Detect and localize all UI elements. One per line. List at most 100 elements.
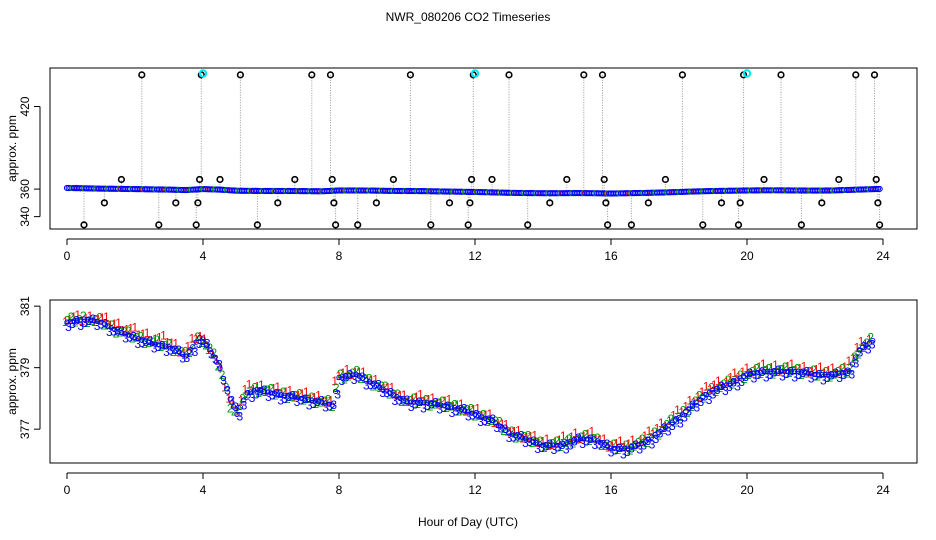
- series-3-marker: 3: [237, 409, 244, 423]
- series-3-marker: 3: [179, 351, 186, 365]
- series-3-marker: 3: [481, 414, 488, 428]
- series-1-marker: 1: [625, 437, 632, 451]
- spike-point: [524, 221, 532, 229]
- series-point: [213, 359, 220, 365]
- series-point: [621, 445, 628, 451]
- baseline-point-alt: [802, 188, 807, 193]
- series-point: [485, 416, 492, 422]
- series-point: [710, 387, 716, 393]
- series-1-marker: 1: [825, 364, 832, 378]
- baseline-point-alt: [515, 191, 520, 195]
- x-tick-label: 8: [336, 249, 343, 263]
- series-2-marker: 2: [431, 398, 438, 412]
- series-point: [679, 411, 686, 418]
- series-3-marker: 3: [281, 392, 288, 406]
- series-point: [496, 422, 502, 429]
- series-point: [822, 371, 828, 378]
- series-3-marker: 3: [355, 370, 362, 384]
- series-point: [649, 434, 655, 440]
- plot-frame: [49, 299, 918, 464]
- series-1-marker: 1: [372, 373, 379, 387]
- series-2-marker: 2: [512, 431, 519, 445]
- series-3-marker: 3: [163, 345, 170, 359]
- series-2-marker: 2: [851, 350, 858, 364]
- series-point: [244, 390, 250, 396]
- spike-point: [406, 71, 415, 79]
- series-3-marker: 3: [824, 371, 831, 385]
- series-1-marker: 1: [544, 432, 551, 446]
- series-1-marker: 1: [160, 329, 167, 343]
- series-1-marker: 1: [242, 382, 249, 396]
- series-1-marker: 1: [515, 424, 522, 438]
- series-point: [462, 408, 468, 414]
- series-point: [550, 442, 556, 448]
- series-point: [207, 347, 213, 353]
- series-2-marker: 2: [741, 372, 748, 386]
- series-3-marker: 3: [257, 384, 264, 398]
- series-2-marker: 2: [798, 368, 805, 382]
- series-point: [798, 369, 805, 375]
- series-3-marker: 3: [738, 375, 745, 389]
- baseline-point-alt: [250, 188, 255, 193]
- series-1-marker: 1: [682, 399, 689, 413]
- spike-point: [661, 175, 670, 184]
- series-point: [506, 430, 512, 436]
- series-1-marker: 1: [841, 360, 848, 374]
- series-point: [285, 393, 291, 399]
- series-3-marker: 3: [506, 431, 513, 445]
- series-1-marker: 1: [744, 361, 751, 375]
- series-2-marker: 2: [769, 367, 776, 381]
- series-point: [669, 419, 675, 426]
- series-2-marker: 2: [859, 341, 866, 355]
- series-2-marker: 2: [211, 346, 218, 360]
- series-point: [516, 433, 522, 440]
- series-point: [642, 439, 648, 445]
- x-tick-label: 0: [64, 483, 71, 497]
- series-point: [145, 339, 152, 346]
- series-point: [156, 342, 162, 348]
- series-3-marker: 3: [420, 401, 427, 415]
- series-3-marker: 3: [359, 370, 366, 384]
- series-2-marker: 2: [598, 439, 605, 453]
- series-point: [771, 368, 777, 375]
- series-3-marker: 3: [69, 317, 76, 331]
- series-3-marker: 3: [310, 397, 317, 411]
- series-point: [584, 436, 590, 442]
- series-1-marker: 1: [168, 336, 175, 350]
- series-2-marker: 2: [676, 410, 683, 424]
- series-3-marker: 3: [755, 368, 762, 382]
- x-tick-label: 12: [468, 249, 482, 263]
- series-3-marker: 3: [636, 442, 643, 456]
- y-tick-label: 360: [18, 179, 32, 199]
- series-2-marker: 2: [570, 437, 577, 451]
- series-1-marker: 1: [605, 440, 612, 454]
- series-2-marker: 2: [782, 360, 789, 374]
- series-1-marker: 1: [642, 429, 649, 443]
- series-3-marker: 3: [534, 442, 541, 456]
- x-axis-label: Hour of Day (UTC): [417, 515, 518, 529]
- series-1-marker: 1: [735, 370, 742, 384]
- series-1-marker: 1: [821, 366, 828, 380]
- series-2-marker: 2: [855, 347, 862, 361]
- series-1-marker: 1: [829, 361, 836, 375]
- baseline-point-alt: [758, 188, 763, 193]
- series-point: [717, 384, 723, 390]
- series-1-marker: 1: [144, 326, 151, 340]
- series-1-marker: 1: [458, 397, 465, 411]
- series-2-marker: 2: [455, 405, 462, 419]
- series-point: [326, 401, 332, 407]
- series-point: [615, 445, 621, 451]
- series-1-marker: 1: [87, 309, 94, 323]
- y-tick-label: 340: [18, 206, 32, 226]
- series-1-marker: 1: [238, 393, 245, 407]
- series-3-marker: 3: [457, 403, 464, 417]
- series-point: [557, 442, 563, 448]
- series-point: [795, 368, 801, 375]
- series-2-marker: 2: [219, 368, 226, 382]
- series-3-marker: 3: [135, 337, 142, 351]
- series-3-marker: 3: [318, 394, 325, 408]
- series-3-marker: 3: [212, 353, 219, 367]
- series-3-marker: 3: [392, 394, 399, 408]
- spike-point: [603, 221, 612, 229]
